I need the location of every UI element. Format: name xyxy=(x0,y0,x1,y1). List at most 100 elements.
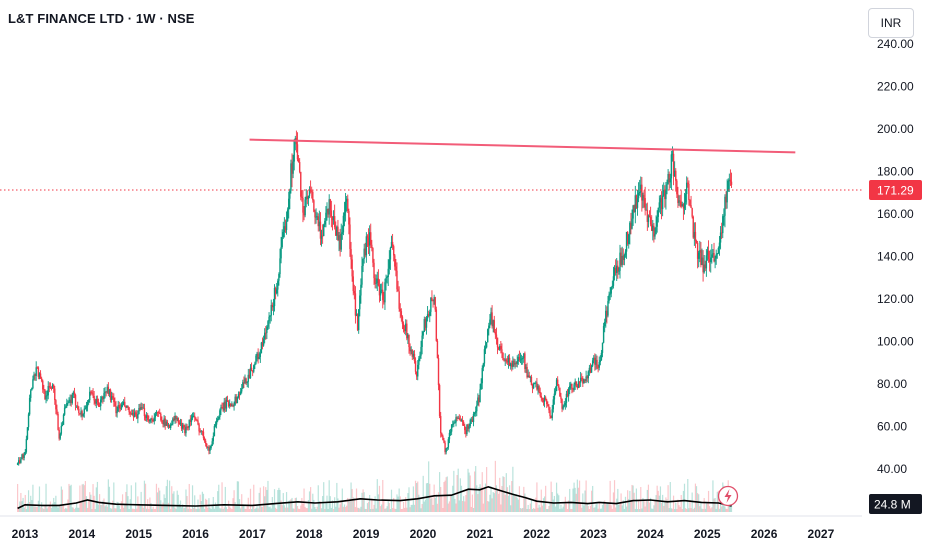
candle-body xyxy=(527,375,529,378)
volume-bar xyxy=(69,485,71,512)
volume-bar xyxy=(101,504,103,512)
candle-body xyxy=(104,391,106,394)
volume-bar xyxy=(209,507,211,512)
candle-body xyxy=(635,195,638,208)
volume-bar xyxy=(482,503,484,512)
volume-bar xyxy=(395,508,397,512)
volume-bar xyxy=(84,481,86,512)
candle-body xyxy=(361,265,363,285)
volume-bar xyxy=(46,508,48,512)
candle-body xyxy=(202,431,205,439)
candle-body xyxy=(441,433,443,436)
volume-bar xyxy=(243,505,245,512)
volume-bar xyxy=(339,504,341,512)
volume-label: 24.8 M xyxy=(874,498,911,512)
candle-body xyxy=(257,353,259,360)
volume-bar xyxy=(606,503,608,512)
candle-body xyxy=(679,200,681,202)
volume-bar xyxy=(550,481,552,512)
candle-body xyxy=(211,441,213,446)
candle-body xyxy=(584,379,586,381)
candle-body xyxy=(675,170,677,181)
volume-bar xyxy=(383,500,385,512)
volume-bar xyxy=(590,490,593,512)
candle-body xyxy=(248,374,251,379)
candle-body xyxy=(403,328,406,332)
volume-bar xyxy=(332,508,335,512)
volume-bar xyxy=(624,496,627,512)
volume-bar xyxy=(27,490,30,512)
candle-body xyxy=(96,398,99,403)
candle-body xyxy=(256,353,258,356)
volume-bar xyxy=(545,485,547,512)
candle-body xyxy=(585,376,587,381)
candle-body xyxy=(306,196,309,199)
candle-body xyxy=(408,334,410,348)
volume-bar xyxy=(224,486,226,512)
volume-bar xyxy=(217,491,219,512)
candle-body xyxy=(128,407,130,413)
candle-body xyxy=(647,215,650,222)
volume-bar xyxy=(643,500,645,512)
candle-body xyxy=(532,383,535,389)
candle-body xyxy=(65,406,67,408)
volume-bar xyxy=(55,495,57,512)
volume-bar xyxy=(369,494,371,512)
candle-body xyxy=(326,209,328,213)
volume-bar xyxy=(66,508,68,512)
candle-body xyxy=(500,346,502,350)
volume-bar xyxy=(700,502,702,512)
candle-body xyxy=(607,301,609,316)
candle-body xyxy=(385,278,387,283)
candle-body xyxy=(460,420,463,421)
candle-body xyxy=(414,360,417,372)
volume-bar xyxy=(265,487,267,512)
volume-bar xyxy=(540,489,542,512)
volume-bar xyxy=(610,505,612,512)
volume-bar xyxy=(94,508,96,512)
candle-body xyxy=(57,413,59,430)
volume-bar xyxy=(93,495,95,512)
candle-body xyxy=(433,297,435,302)
volume-bar xyxy=(23,507,25,512)
volume-bar xyxy=(585,480,587,512)
candle-body xyxy=(449,431,452,433)
volume-bar xyxy=(601,504,604,512)
candle-body xyxy=(474,411,477,413)
candle-body xyxy=(166,421,169,426)
candle-body xyxy=(246,381,248,384)
candle-body xyxy=(468,426,470,429)
candle-body xyxy=(423,319,426,332)
currency-selector[interactable]: INR xyxy=(868,8,914,38)
candle-body xyxy=(237,394,240,398)
volume-bar xyxy=(215,504,218,512)
volume-bar xyxy=(393,497,395,512)
volume-bar xyxy=(411,504,413,512)
volume-bar xyxy=(486,467,488,512)
candle-body xyxy=(699,250,701,253)
volume-bar xyxy=(65,507,67,512)
candle-body xyxy=(436,340,439,359)
candle-body xyxy=(477,397,479,406)
candle-body xyxy=(432,299,434,302)
volume-bar xyxy=(432,504,434,512)
candle-body xyxy=(440,416,442,434)
candle-body xyxy=(220,407,222,411)
candle-body xyxy=(386,277,388,279)
volume-bar xyxy=(637,500,640,512)
candle-body xyxy=(172,418,174,424)
volume-bar xyxy=(479,484,481,512)
volume-bar xyxy=(429,483,431,512)
candle-body xyxy=(48,385,51,388)
candle-body xyxy=(445,448,447,453)
volume-bar xyxy=(484,483,487,512)
volume-bar xyxy=(623,508,625,512)
volume-bar xyxy=(436,503,439,512)
candle-body xyxy=(633,205,635,213)
time-axis: 2013 2014 2015 2016 2017 2018 2019 2020 2021 2022… xyxy=(0,515,862,541)
candle-body xyxy=(302,197,304,213)
volume-bar xyxy=(326,495,328,512)
candle-body xyxy=(268,316,270,322)
